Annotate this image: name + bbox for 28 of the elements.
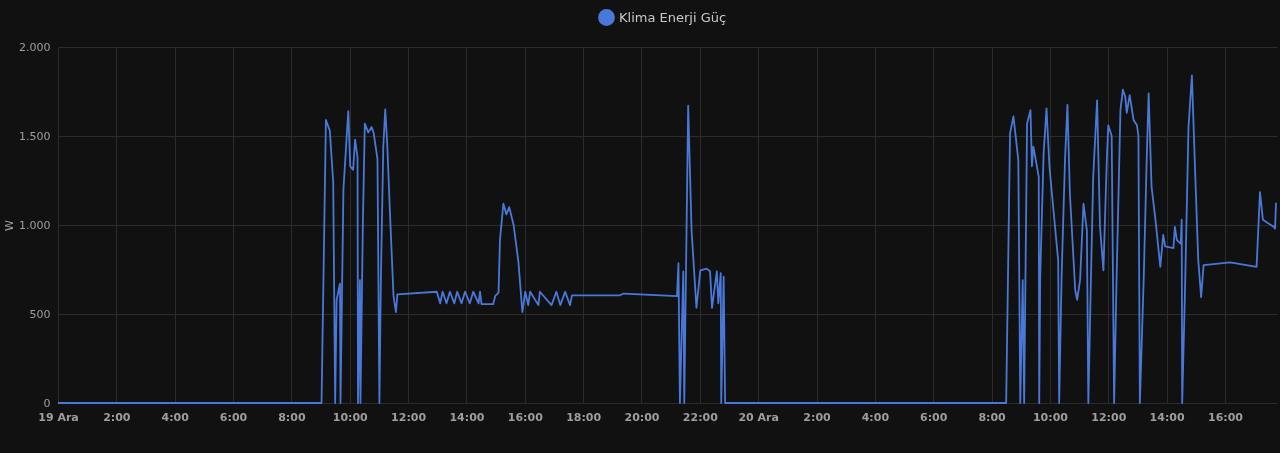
x-tick-label: 20:00 bbox=[624, 410, 660, 424]
x-tick-label: 4:00 bbox=[861, 410, 890, 424]
x-tick-label: 16:00 bbox=[1207, 410, 1244, 424]
x-tick-label: 16:00 bbox=[507, 410, 544, 424]
x-tick-label: 8:00 bbox=[978, 410, 1007, 424]
x-tick-label: 8:00 bbox=[278, 410, 306, 424]
legend-label: Klima Enerji Güç bbox=[619, 9, 727, 25]
y-tick-label: 2.000 bbox=[19, 40, 51, 54]
x-tick-label: 14:00 bbox=[1149, 410, 1185, 424]
x-tick-label: 19 Ara bbox=[38, 410, 79, 424]
y-tick-label: 0 bbox=[43, 396, 51, 410]
y-axis-title: W bbox=[3, 219, 17, 231]
x-tick-label: 18:00 bbox=[566, 410, 602, 424]
x-tick-label: 22:00 bbox=[682, 410, 719, 424]
x-tick-label: 10:00 bbox=[1032, 410, 1069, 424]
y-tick-label: 500 bbox=[29, 307, 51, 321]
x-tick-label: 14:00 bbox=[449, 410, 485, 424]
x-tick-label: 12:00 bbox=[1091, 410, 1127, 424]
y-tick-label: 1.000 bbox=[19, 218, 51, 232]
x-tick-label: 12:00 bbox=[391, 410, 427, 424]
x-tick-label: 6:00 bbox=[920, 410, 948, 424]
y-tick-label: 1.500 bbox=[19, 129, 51, 143]
x-tick-label: 2:00 bbox=[803, 410, 832, 424]
x-tick-label: 10:00 bbox=[332, 410, 369, 424]
x-tick-label: 6:00 bbox=[219, 410, 248, 424]
x-tick-label: 20 Ara bbox=[738, 410, 779, 424]
x-tick-label: 2:00 bbox=[103, 410, 131, 424]
x-tick-label: 4:00 bbox=[161, 410, 190, 424]
